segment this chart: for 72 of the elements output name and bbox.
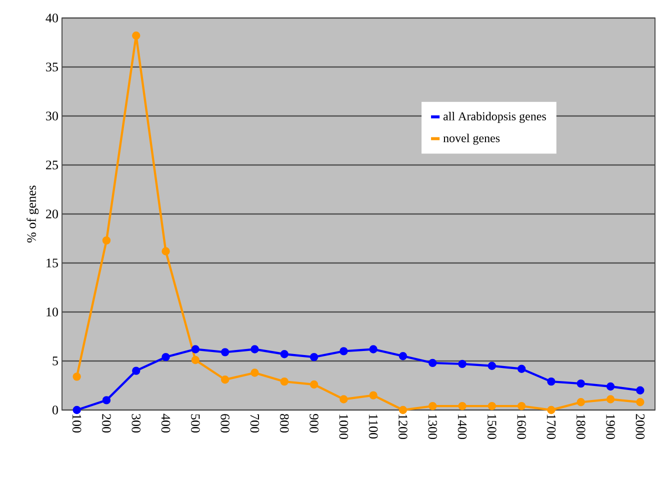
point xyxy=(369,391,378,400)
point xyxy=(428,358,437,368)
y-axis-title: % of genes xyxy=(26,186,39,242)
point xyxy=(132,366,140,375)
x-tick-label: 800 xyxy=(280,414,289,433)
point xyxy=(280,377,288,386)
y-tick-label: 35 xyxy=(46,62,58,72)
point xyxy=(428,402,437,410)
point xyxy=(547,406,556,414)
point xyxy=(162,247,170,256)
point xyxy=(547,377,556,386)
x-tick-label: 500 xyxy=(191,414,200,433)
y-tick-label: 5 xyxy=(52,356,58,366)
x-tick-label: 600 xyxy=(220,414,230,433)
x-tick-label: 700 xyxy=(250,414,260,433)
point xyxy=(220,348,230,356)
point xyxy=(606,395,615,404)
point xyxy=(576,379,585,388)
point xyxy=(162,352,170,362)
point xyxy=(191,356,200,364)
point xyxy=(280,350,288,358)
x-tick-label: 900 xyxy=(310,414,318,433)
x-tick-label: 1400 xyxy=(458,414,467,440)
point xyxy=(310,380,318,389)
point xyxy=(132,32,140,40)
x-tick-label: 300 xyxy=(132,414,141,433)
x-tick-label: 1900 xyxy=(606,414,615,440)
point xyxy=(517,402,526,410)
y-tick-label: 30 xyxy=(46,112,58,120)
point xyxy=(606,382,615,391)
y-tick-label: 25 xyxy=(46,160,58,170)
point xyxy=(220,376,230,384)
point xyxy=(340,395,348,404)
x-tick-label: 200 xyxy=(102,414,111,433)
y-tick-label: 15 xyxy=(46,258,58,268)
point xyxy=(340,347,348,356)
legend-label: all Arabidopsis genes xyxy=(444,112,546,123)
point xyxy=(72,406,81,414)
point xyxy=(191,345,200,354)
y-tick-label: 20 xyxy=(46,210,58,218)
point xyxy=(488,362,496,370)
x-tick-label: 1600 xyxy=(517,414,526,440)
y-tick-label: 40 xyxy=(46,14,58,22)
y-tick-label: 10 xyxy=(46,308,58,316)
point xyxy=(636,386,644,394)
point xyxy=(72,372,81,381)
x-tick-label: 2000 xyxy=(636,414,645,440)
point xyxy=(310,352,318,362)
x-tick-label: 1200 xyxy=(398,414,408,440)
point xyxy=(458,402,466,410)
point xyxy=(398,352,408,360)
point xyxy=(369,345,378,354)
x-tick-label: 1100 xyxy=(368,414,378,439)
y-tick-label: 0 xyxy=(52,406,58,414)
x-tick-label: 1700 xyxy=(546,414,556,440)
point xyxy=(517,364,526,373)
point xyxy=(250,368,259,377)
point xyxy=(102,396,111,404)
x-tick-label: 1000 xyxy=(339,414,348,440)
legend-label: novel genes xyxy=(443,134,500,145)
x-tick-label: 100 xyxy=(72,414,82,433)
point xyxy=(398,406,408,414)
x-tick-label: 1300 xyxy=(428,414,438,440)
point xyxy=(488,402,496,410)
point xyxy=(458,360,466,368)
point xyxy=(102,236,111,245)
point xyxy=(636,398,644,406)
x-tick-label: 1500 xyxy=(488,414,496,440)
point xyxy=(250,345,259,354)
x-tick-label: 1800 xyxy=(576,414,586,440)
point xyxy=(576,398,585,406)
x-tick-label: 400 xyxy=(161,414,170,433)
